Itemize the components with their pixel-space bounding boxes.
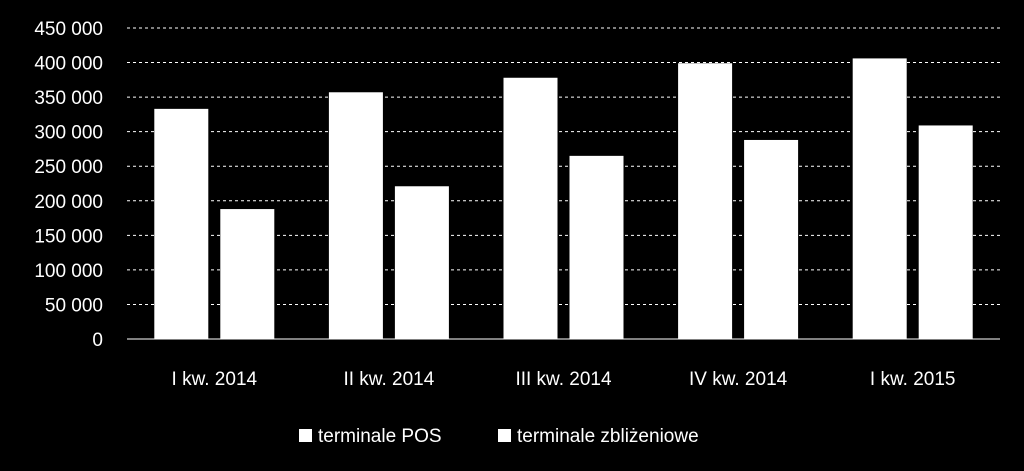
y-tick-label: 350 000 [34,88,103,109]
bar-pos-3 [678,63,733,339]
bar-pos-1 [328,92,383,339]
legend-label: terminale POS [318,426,442,447]
y-tick-label: 250 000 [34,157,103,178]
y-tick-label: 100 000 [34,261,103,282]
x-tick-label: I kw. 2015 [870,369,956,390]
bar-contactless-1 [394,186,449,339]
y-tick-label: 450 000 [34,19,103,40]
y-tick-label: 200 000 [34,192,103,213]
bar-contactless-3 [744,139,799,339]
bar-pos-4 [852,58,907,340]
bar-contactless-4 [918,125,973,340]
x-tick-label: IV kw. 2014 [689,369,788,390]
legend-label: terminale zbliżeniowe [517,426,699,447]
legend: terminale POS terminale zbliżeniowe [299,426,699,447]
x-tick-label: I kw. 2014 [172,369,258,390]
bar-pos-0 [154,108,209,339]
x-tick-label: III kw. 2014 [515,369,612,390]
y-tick-label: 300 000 [34,123,103,144]
y-tick-label: 0 [92,330,103,351]
bar-contactless-2 [569,155,624,339]
legend-swatch [498,429,511,442]
bar-contactless-0 [220,209,275,339]
bar-pos-2 [503,77,558,339]
x-axis-ticks: I kw. 2014 II kw. 2014 III kw. 2014 IV kw. … [172,369,956,390]
y-axis-ticks: 0 50 000 100 000 150 000 200 000 250 000 300 0… [34,19,103,351]
x-tick-label: II kw. 2014 [343,369,434,390]
y-tick-label: 400 000 [34,54,103,75]
y-tick-label: 50 000 [45,295,103,316]
legend-swatch [299,429,312,442]
bars [154,58,973,340]
y-tick-label: 150 000 [34,226,103,247]
